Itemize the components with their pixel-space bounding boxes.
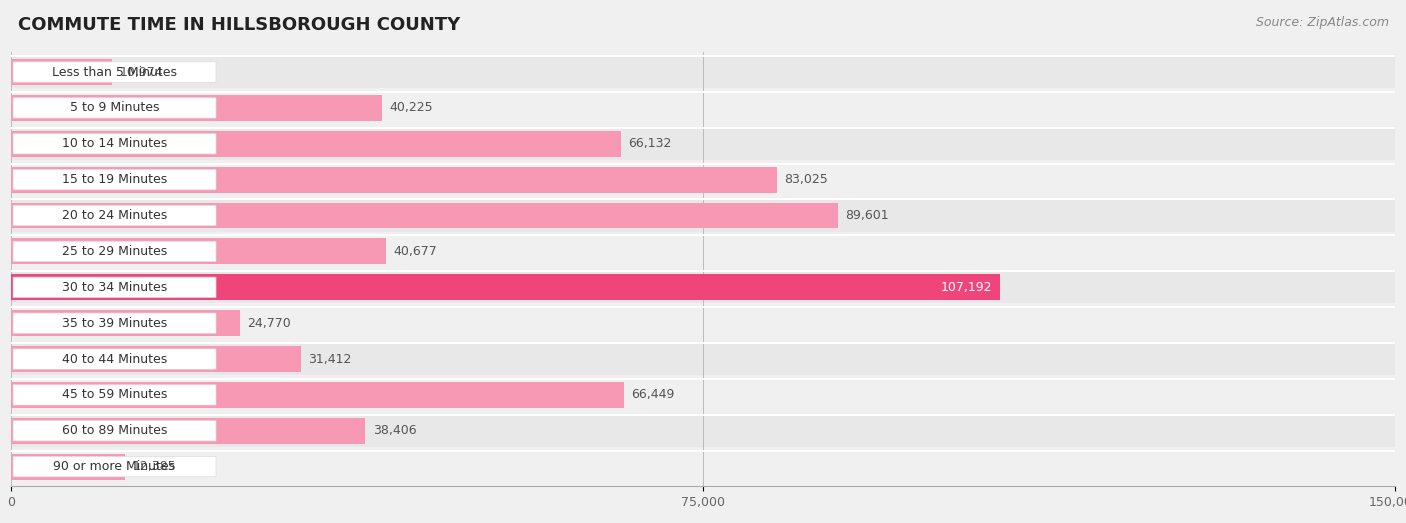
Text: 10 to 14 Minutes: 10 to 14 Minutes	[62, 137, 167, 150]
Text: 20 to 24 Minutes: 20 to 24 Minutes	[62, 209, 167, 222]
Bar	[11, 346, 301, 372]
FancyBboxPatch shape	[13, 420, 217, 441]
Text: 90 or more Minutes: 90 or more Minutes	[53, 460, 176, 473]
FancyBboxPatch shape	[13, 98, 217, 118]
Bar	[11, 131, 621, 157]
Text: 45 to 59 Minutes: 45 to 59 Minutes	[62, 389, 167, 402]
Bar	[11, 164, 1395, 196]
Bar	[11, 167, 778, 192]
Bar	[11, 59, 112, 85]
FancyBboxPatch shape	[13, 241, 217, 262]
FancyBboxPatch shape	[13, 277, 217, 298]
Bar	[11, 415, 1395, 447]
Bar	[11, 275, 1000, 300]
Bar	[11, 128, 1395, 160]
Bar	[11, 271, 1395, 303]
Text: 35 to 39 Minutes: 35 to 39 Minutes	[62, 316, 167, 329]
Text: 66,449: 66,449	[631, 389, 675, 402]
FancyBboxPatch shape	[13, 385, 217, 405]
FancyBboxPatch shape	[13, 349, 217, 369]
FancyBboxPatch shape	[13, 206, 217, 226]
Bar	[11, 307, 1395, 339]
Text: 24,770: 24,770	[247, 316, 291, 329]
Text: 31,412: 31,412	[308, 353, 352, 366]
FancyBboxPatch shape	[13, 457, 217, 477]
Bar	[11, 310, 239, 336]
Bar	[11, 56, 1395, 88]
Text: 38,406: 38,406	[373, 424, 416, 437]
Text: 25 to 29 Minutes: 25 to 29 Minutes	[62, 245, 167, 258]
Bar	[11, 238, 387, 264]
Bar	[11, 199, 1395, 232]
Text: 60 to 89 Minutes: 60 to 89 Minutes	[62, 424, 167, 437]
Text: 15 to 19 Minutes: 15 to 19 Minutes	[62, 173, 167, 186]
Text: COMMUTE TIME IN HILLSBOROUGH COUNTY: COMMUTE TIME IN HILLSBOROUGH COUNTY	[18, 16, 461, 33]
Bar	[11, 379, 1395, 411]
FancyBboxPatch shape	[13, 169, 217, 190]
Bar	[11, 418, 366, 444]
Text: Less than 5 Minutes: Less than 5 Minutes	[52, 65, 177, 78]
Text: 107,192: 107,192	[941, 281, 993, 294]
Bar	[11, 382, 624, 408]
Text: 89,601: 89,601	[845, 209, 889, 222]
Text: Source: ZipAtlas.com: Source: ZipAtlas.com	[1256, 16, 1389, 29]
FancyBboxPatch shape	[13, 62, 217, 82]
Text: 30 to 34 Minutes: 30 to 34 Minutes	[62, 281, 167, 294]
Text: 40,677: 40,677	[394, 245, 437, 258]
Text: 83,025: 83,025	[785, 173, 828, 186]
FancyBboxPatch shape	[13, 134, 217, 154]
Text: 66,132: 66,132	[628, 137, 672, 150]
Bar	[11, 92, 1395, 124]
Text: 40 to 44 Minutes: 40 to 44 Minutes	[62, 353, 167, 366]
Bar	[11, 343, 1395, 375]
Text: 12,385: 12,385	[132, 460, 177, 473]
FancyBboxPatch shape	[13, 313, 217, 333]
Bar	[11, 450, 1395, 483]
Bar	[11, 235, 1395, 268]
Text: 10,974: 10,974	[120, 65, 163, 78]
Bar	[11, 202, 838, 229]
Bar	[11, 95, 382, 121]
Text: 5 to 9 Minutes: 5 to 9 Minutes	[70, 101, 159, 115]
Text: 40,225: 40,225	[389, 101, 433, 115]
Bar	[11, 454, 125, 480]
